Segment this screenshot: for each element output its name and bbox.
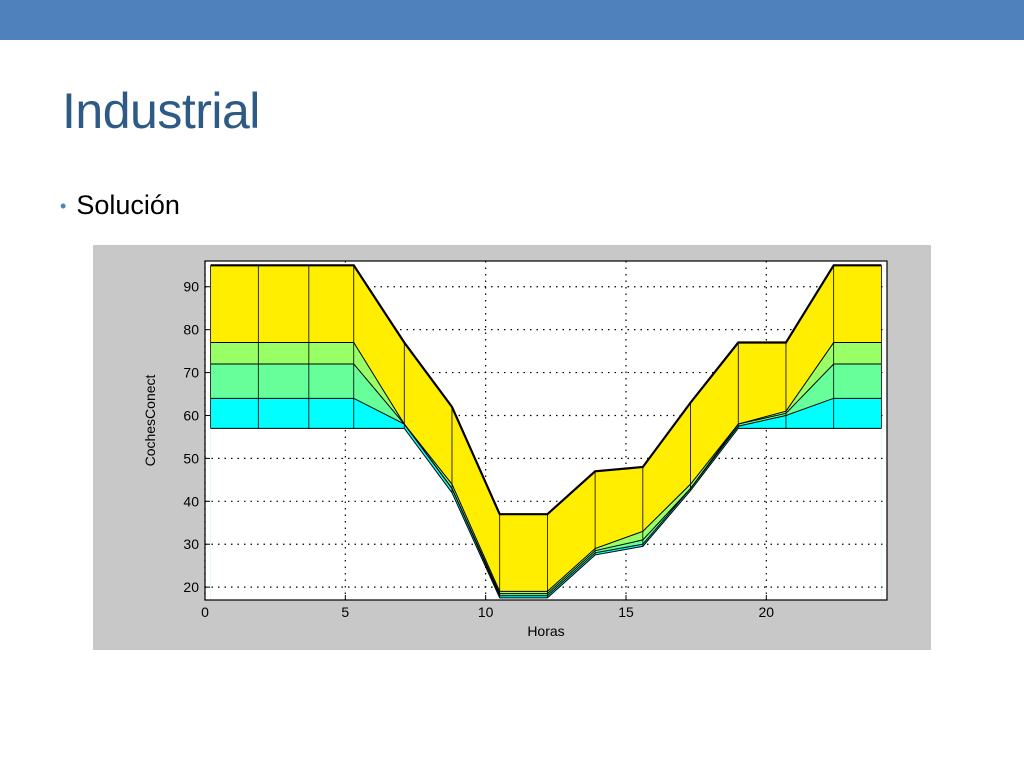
y-tick-label: 40	[183, 493, 199, 509]
x-tick-label: 10	[478, 604, 494, 620]
chart-figure: 0 5 10 15 20 20 30 40 50 60 70 80 90 Horas CochesConec…	[93, 245, 931, 650]
y-axis-label: CochesConect	[142, 374, 158, 466]
x-tick-label: 15	[618, 604, 634, 620]
y-tick-label: 70	[183, 365, 199, 381]
y-tick-label: 20	[183, 579, 199, 595]
y-tick-label: 50	[183, 450, 199, 466]
bullet-item: • Solución	[60, 190, 180, 221]
y-tick-label: 80	[183, 322, 199, 338]
x-tick-label: 20	[759, 604, 775, 620]
x-tick-label: 0	[201, 604, 209, 620]
area-chart: 0 5 10 15 20 20 30 40 50 60 70 80 90 Horas CochesConec…	[142, 260, 888, 639]
bullet-icon: •	[60, 196, 67, 216]
y-tick-label: 90	[183, 279, 199, 295]
y-tick-label: 30	[183, 536, 199, 552]
x-axis-label: Horas	[527, 623, 564, 639]
bullet-text: Solución	[76, 190, 180, 220]
y-tick-label: 60	[183, 407, 199, 423]
top-accent-bar	[0, 0, 1024, 40]
plot-below-surface	[210, 428, 882, 600]
slide-title: Industrial	[62, 83, 260, 139]
x-tick-label: 5	[341, 604, 349, 620]
plot-frame	[204, 260, 888, 601]
